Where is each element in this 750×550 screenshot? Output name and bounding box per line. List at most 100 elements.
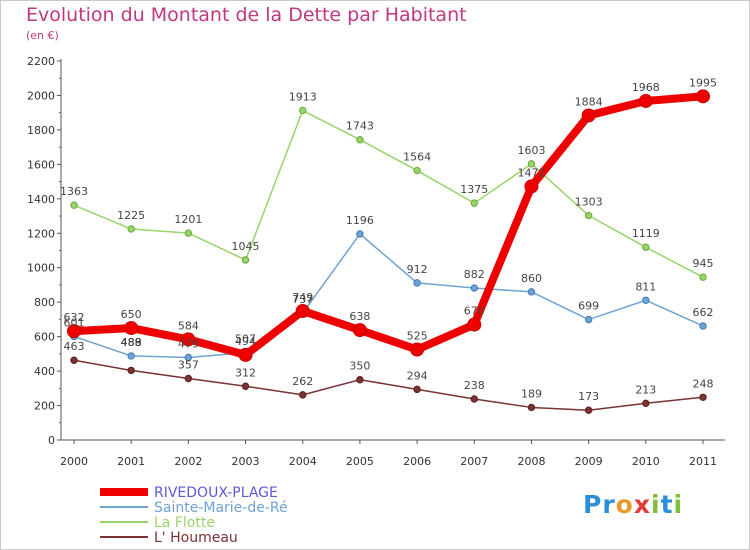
y-tick-label: 1400 [27,193,55,206]
data-label: 489 [121,336,142,349]
y-tick-label: 2200 [27,55,55,68]
data-label: 488 [121,336,142,349]
x-tick-label: 2002 [174,455,202,468]
x-tick-label: 2000 [60,455,88,468]
series-3 [70,356,707,414]
data-point [584,406,593,414]
data-point [127,225,135,233]
data-label: 1884 [575,95,603,108]
data-label: 1995 [689,76,717,89]
data-point [67,324,81,339]
data-point [413,166,421,175]
data-point [413,385,421,394]
data-label: 238 [464,379,485,392]
legend-label: Sainte-Marie-de-Ré [154,500,288,516]
data-point [642,399,650,408]
data-point [356,230,364,238]
data-label: 479 [178,337,199,350]
x-tick-label: 2006 [403,455,431,468]
data-point [70,201,78,209]
data-label: 1603 [517,144,545,157]
x-tick-label: 2011 [689,455,717,468]
data-label: 584 [178,319,199,332]
data-point [241,256,250,264]
y-tick-label: 200 [34,400,55,413]
data-point [470,199,478,207]
data-point [124,321,139,336]
data-label: 1363 [60,185,88,198]
data-label: 662 [693,306,714,319]
data-label: 882 [464,268,485,281]
data-label: 1119 [632,227,660,240]
data-label: 507 [235,333,256,346]
data-point [696,89,710,104]
data-label: 248 [693,377,714,390]
data-point [581,108,596,123]
data-label: 1225 [117,209,145,222]
data-point [70,356,78,364]
series-line [73,233,704,359]
data-label: 1564 [403,151,431,164]
data-point [184,374,193,383]
x-tick-label: 2005 [346,455,374,468]
data-point [184,229,193,237]
data-point [642,296,650,304]
y-tick-label: 1200 [27,227,55,240]
data-label: 638 [349,310,370,323]
data-label: 1375 [460,183,488,196]
data-point [127,352,135,360]
data-point [410,342,425,357]
y-tick-label: 600 [34,331,55,344]
data-label: 601 [64,316,85,329]
legend-label: RIVEDOUX-PLAGE [154,485,278,501]
series-0 [67,89,710,362]
data-label: 525 [407,330,428,343]
data-point [638,93,653,108]
legend-item: Sainte-Marie-de-Ré [100,500,288,516]
x-tick-label: 2009 [575,455,603,468]
proxiti-logo: Proxiti [583,490,684,519]
legend-item: La Flotte [100,515,215,531]
data-label: 189 [521,387,542,400]
series-2 [70,106,707,281]
data-point [241,382,250,390]
data-label: 173 [578,390,599,403]
axes: 0 200 400 600 800 1000 1200 1400 1600 1800 2000 220… [27,55,725,468]
data-label: 1196 [346,214,374,227]
data-point [527,160,536,168]
data-point [699,273,707,281]
data-point [184,353,193,362]
data-label: 632 [64,311,85,324]
data-label: 1968 [632,81,660,94]
data-label: 699 [578,300,599,313]
data-point [295,303,310,318]
series-layer [67,89,710,414]
chart-subtitle: (en €) [26,29,59,42]
data-label: 1913 [289,90,317,103]
data-label: 811 [635,280,656,293]
data-label: 312 [235,366,256,379]
data-label: 860 [521,272,542,285]
data-label: 737 [292,293,313,306]
data-point [299,106,307,115]
y-tick-label: 1000 [27,262,55,275]
data-label: 945 [693,257,714,270]
x-tick-label: 2001 [117,455,145,468]
series-line [73,109,704,278]
data-label: 749 [292,291,313,304]
y-tick-label: 0 [48,434,55,447]
data-point [470,395,478,403]
data-point [299,391,307,399]
data-point [699,322,707,330]
data-point [238,347,253,362]
data-point [356,376,364,384]
data-point [467,317,482,332]
data-point [470,284,478,292]
x-tick-label: 2008 [517,455,545,468]
chart-title: Evolution du Montant de la Dette par Hab… [26,4,467,26]
data-point [127,366,135,375]
data-label: 350 [349,360,370,373]
